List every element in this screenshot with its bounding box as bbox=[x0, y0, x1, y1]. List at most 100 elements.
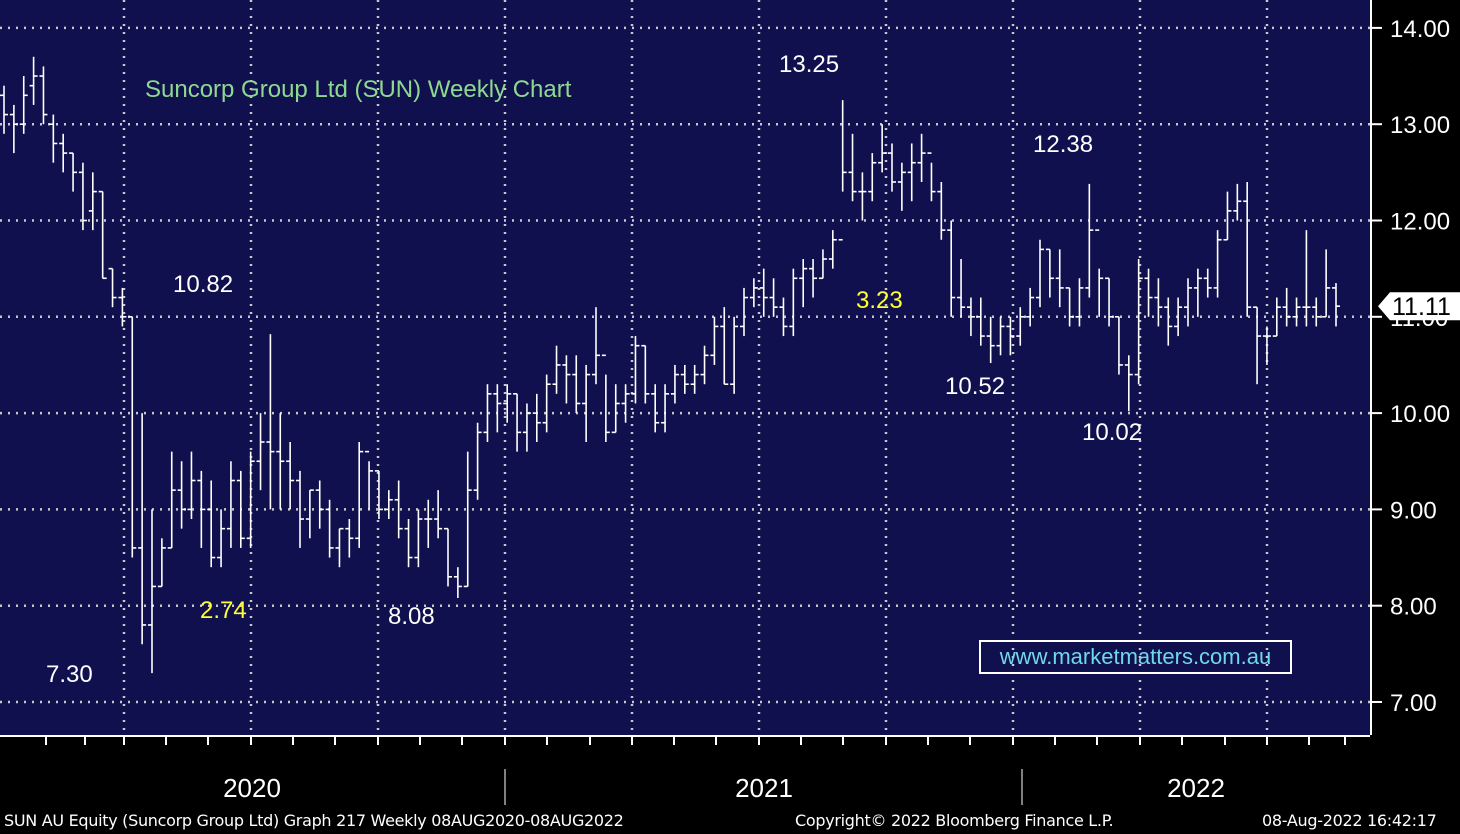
ohlc-bar bbox=[661, 384, 670, 433]
y-tick-label: 14.00 bbox=[1390, 16, 1450, 43]
ohlc-bar bbox=[394, 480, 403, 539]
ohlc-bar bbox=[315, 480, 324, 529]
time-axis: 2020 2021 2022 bbox=[0, 735, 1370, 807]
ohlc-bar bbox=[1282, 287, 1291, 327]
ohlc-bar bbox=[937, 181, 946, 240]
ohlc-bar bbox=[1322, 249, 1331, 318]
ohlc-bar bbox=[434, 490, 443, 539]
ohlc-bar bbox=[769, 278, 778, 317]
ohlc-bar bbox=[690, 364, 699, 394]
ohlc-bar bbox=[374, 470, 383, 520]
ohlc-bar bbox=[641, 344, 650, 404]
ohlc-bar bbox=[947, 220, 956, 317]
ohlc-bar bbox=[907, 143, 916, 202]
ohlc-bar bbox=[986, 316, 995, 364]
ohlc-bar bbox=[167, 451, 176, 549]
ohlc-bar bbox=[779, 297, 788, 337]
y-tick-label: 10.00 bbox=[1390, 401, 1450, 428]
y-tick-label: 12.00 bbox=[1390, 209, 1450, 236]
ohlc-bar bbox=[1213, 230, 1222, 298]
ohlc-bar bbox=[414, 509, 423, 568]
ohlc-bar bbox=[1203, 268, 1212, 298]
ohlc-bar bbox=[1253, 306, 1262, 385]
price-annotation: 10.82 bbox=[173, 271, 233, 298]
ohlc-bar bbox=[1095, 229, 1104, 317]
ohlc-bar bbox=[276, 413, 285, 510]
ohlc-bar bbox=[996, 316, 1005, 356]
ohlc-bar bbox=[828, 230, 837, 269]
ohlc-bar bbox=[88, 172, 97, 231]
ohlc-bar bbox=[680, 364, 689, 394]
ohlc-bar bbox=[631, 336, 640, 404]
ohlc-bar bbox=[118, 287, 127, 327]
plot-area: 13.25 12.38 10.82 3.23 10.52 10.02 2.74 8.08 7.3… bbox=[0, 0, 1370, 735]
ohlc-bar bbox=[226, 461, 235, 548]
ohlc-bar bbox=[562, 355, 571, 404]
ohlc-bar bbox=[1006, 316, 1015, 356]
ohlc-bar bbox=[1233, 183, 1242, 221]
ohlc-bar bbox=[217, 509, 226, 568]
ohlc-bar bbox=[345, 519, 354, 558]
ohlc-bar bbox=[651, 384, 660, 433]
ohlc-bar bbox=[601, 354, 610, 442]
footer-security-info: SUN AU Equity (Suncorp Group Ltd) Graph … bbox=[4, 811, 624, 830]
footer-copyright: Copyright© 2022 Bloomberg Finance L.P. bbox=[795, 811, 1114, 830]
ohlc-bar bbox=[1045, 248, 1054, 298]
ohlc-bar bbox=[1174, 297, 1183, 337]
ohlc-bar bbox=[749, 278, 758, 308]
ohlc-bar bbox=[49, 114, 58, 163]
ohlc-bar bbox=[1124, 355, 1133, 412]
price-annotation: 12.38 bbox=[1033, 131, 1093, 158]
y-tick-label: 13.00 bbox=[1390, 112, 1450, 139]
ohlc-bar bbox=[799, 259, 808, 308]
y-tick-label: 8.00 bbox=[1390, 594, 1437, 621]
ohlc-bar bbox=[157, 538, 166, 588]
ohlc-bar bbox=[1292, 297, 1301, 327]
ohlc-bar bbox=[473, 422, 482, 500]
ohlc-bar bbox=[1262, 326, 1271, 365]
footer-timestamp: 08-Aug-2022 16:42:17 bbox=[1262, 811, 1437, 830]
ohlc-bar bbox=[39, 66, 48, 125]
ohlc-bar bbox=[1332, 283, 1340, 327]
footer: SUN AU Equity (Suncorp Group Ltd) Graph … bbox=[0, 807, 1460, 834]
ohlc-bar bbox=[838, 100, 847, 241]
ohlc-bar bbox=[720, 307, 729, 386]
ohlc-bar bbox=[611, 384, 620, 434]
ohlc-bar bbox=[1193, 268, 1202, 317]
ohlc-bar bbox=[740, 287, 748, 337]
price-annotation: 10.52 bbox=[945, 373, 1005, 400]
ohlc-bar bbox=[592, 307, 600, 385]
ohlc-bar bbox=[897, 162, 906, 211]
ohlc-bar bbox=[1114, 315, 1123, 375]
ohlc-bar bbox=[582, 364, 591, 442]
ohlc-bar bbox=[1036, 239, 1044, 308]
ohlc-bar bbox=[444, 527, 452, 587]
chart-title: Suncorp Group Ltd (SUN) Weekly Chart bbox=[145, 76, 572, 103]
ohlc-bar bbox=[1085, 183, 1094, 298]
year-label: 2020 bbox=[223, 773, 281, 803]
ohlc-bar bbox=[197, 470, 206, 548]
ohlc-bar bbox=[976, 297, 985, 346]
price-annotation: 8.08 bbox=[388, 603, 435, 630]
ohlc-bar bbox=[848, 133, 857, 202]
ohlc-bar bbox=[1026, 287, 1035, 327]
price-annotation: 7.30 bbox=[46, 661, 93, 688]
ohlc-bar bbox=[1154, 278, 1163, 327]
ohlc-bar bbox=[572, 355, 581, 414]
price-axis: 7.008.009.0010.0011.0012.0013.0014.0011.… bbox=[1370, 0, 1460, 735]
ohlc-bar bbox=[463, 451, 472, 588]
ohlc-bar bbox=[542, 374, 551, 433]
ohlc-bar bbox=[1144, 268, 1153, 317]
ohlc-bar bbox=[266, 334, 275, 510]
year-label: 2021 bbox=[735, 773, 793, 803]
ohlc-bar bbox=[424, 499, 433, 548]
y-tick-label: 7.00 bbox=[1390, 690, 1437, 717]
ohlc-bar bbox=[532, 393, 541, 442]
ohlc-bar bbox=[730, 316, 739, 394]
ohlc-bar bbox=[404, 519, 413, 568]
ohlc-bar bbox=[858, 172, 867, 221]
ohlc-bar bbox=[1134, 259, 1143, 385]
website-link[interactable]: www.marketmatters.com.au bbox=[979, 640, 1292, 674]
ohlc-bar bbox=[207, 480, 216, 568]
ohlc-bar bbox=[1272, 297, 1281, 337]
